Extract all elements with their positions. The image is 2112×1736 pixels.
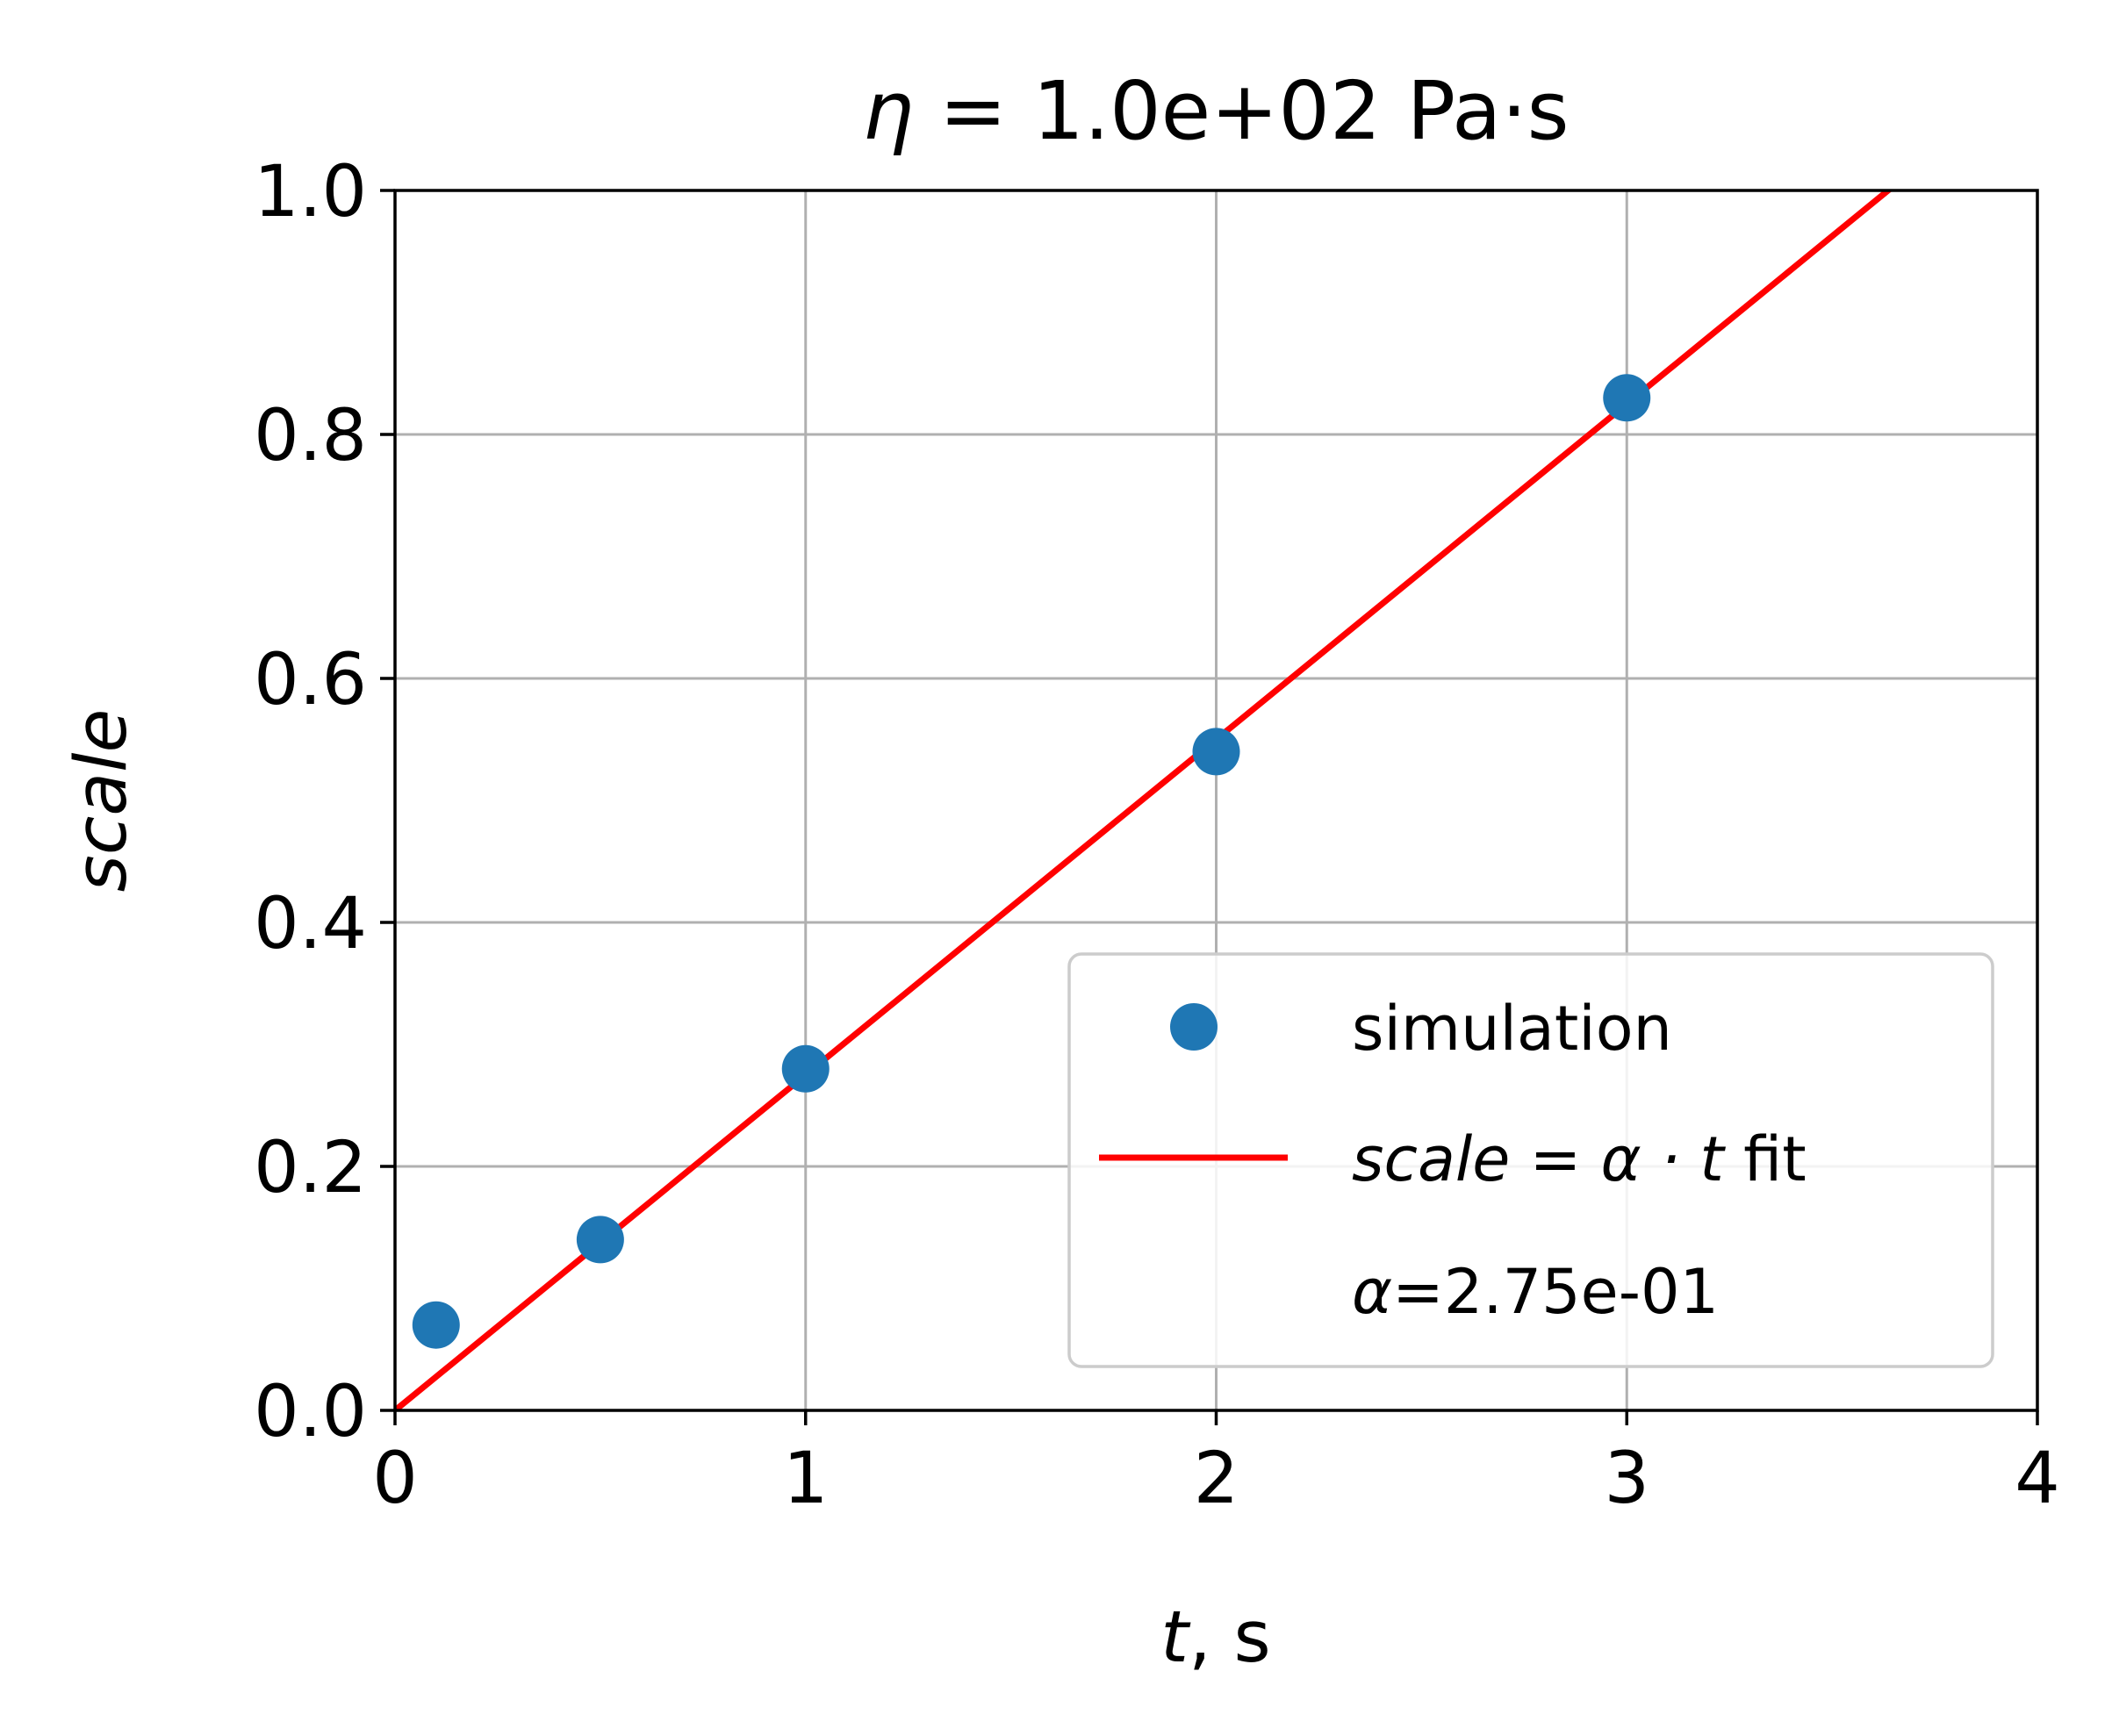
y-tick-label: 0.6 xyxy=(254,639,367,721)
x-tick-label: 2 xyxy=(1194,1438,1239,1520)
y-tick-label: 0.4 xyxy=(254,883,367,965)
x-tick-label: 0 xyxy=(372,1438,418,1520)
y-axis-label: scale xyxy=(61,709,143,893)
data-point xyxy=(1603,374,1651,422)
x-tick-label: 3 xyxy=(1604,1438,1649,1520)
data-point xyxy=(412,1301,460,1349)
y-tick-label: 1.0 xyxy=(254,151,367,233)
data-point xyxy=(576,1216,624,1264)
scatter-points xyxy=(412,374,1651,1349)
legend: simulation scale = α · t fit α=2.75e-01 xyxy=(1067,952,1994,1368)
x-axis-label: t, s xyxy=(1160,1596,1270,1679)
y-tick-label: 0.8 xyxy=(254,395,367,477)
y-tick-label: 0.0 xyxy=(254,1371,367,1453)
x-tick-label: 4 xyxy=(2015,1438,2060,1520)
ticks: 0 1 2 3 4 0.0 0.2 0.4 0.6 0.8 1.0 xyxy=(254,151,2060,1520)
data-point xyxy=(1192,728,1240,776)
legend-label-alpha: α=2.75e-01 xyxy=(1352,1256,1719,1328)
data-point xyxy=(781,1044,830,1093)
legend-label-fit: scale = α · t fit xyxy=(1352,1123,1807,1195)
chart-title: η = 1.0e+02 Pa·s xyxy=(862,64,1569,158)
legend-label-simulation: simulation xyxy=(1352,993,1672,1065)
y-tick-label: 0.2 xyxy=(254,1127,367,1209)
x-tick-label: 1 xyxy=(783,1438,829,1520)
legend-box xyxy=(1067,952,1994,1368)
legend-marker-simulation xyxy=(1170,1003,1218,1051)
